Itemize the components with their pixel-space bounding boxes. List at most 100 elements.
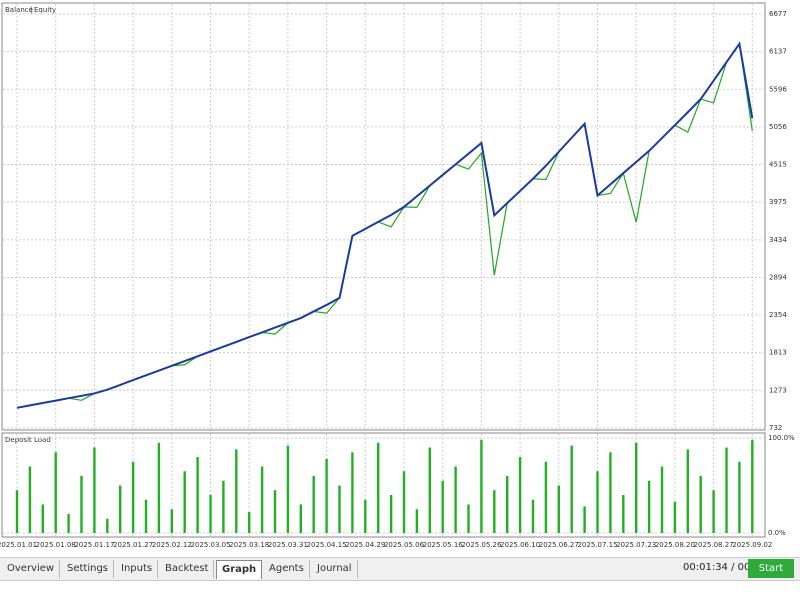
bar [583,506,586,533]
bar [389,495,393,533]
x-tick-label: 2025.08.27 [694,541,734,549]
bar [209,495,212,533]
x-tick-label: 2025.03.05 [190,541,230,549]
x-tick-label: 2025.04.15 [307,541,347,549]
x-tick-label: 2025.06.27 [539,541,579,549]
bar [738,461,741,533]
x-tick-label: 2025.08.20 [655,541,695,549]
tab[interactable]: Backtest [160,560,215,578]
bar [518,457,522,533]
x-tick-label: 2025.05.16 [423,541,464,549]
bar [338,485,341,533]
bar [635,442,638,533]
bar [196,457,199,533]
bar [286,445,290,533]
bar [183,471,186,533]
bar [725,447,728,533]
chart: Balance | Equity Deposit Load 2025.01.01… [0,0,800,557]
y-tick-label: 6677 [769,10,787,18]
bar [67,514,70,533]
y-tick-label: 0.0% [768,529,786,537]
tab[interactable]: Graph [216,560,263,579]
load-panel [1,432,766,538]
bar [609,452,612,533]
bar [170,509,173,533]
x-tick-label: 2025.01.08 [36,541,76,549]
x-tick-label: 2025.02.12 [152,541,192,549]
y-tick-label: 3975 [769,198,787,206]
bar [544,461,548,533]
x-tick-label: 2025.03.31 [268,541,308,549]
tab[interactable]: Inputs [116,560,159,578]
x-tick-label: 2025.04.29 [345,541,385,549]
bar [686,449,689,533]
bar [325,458,328,533]
bar [454,466,457,533]
bar [15,490,19,533]
legend-equity: Equity [34,6,56,14]
bar [557,485,560,533]
bar [106,518,109,533]
y-tick-label: 4515 [769,161,787,169]
bar [647,480,651,533]
x-tick-label: 2025.01.27 [113,541,153,549]
bar [248,512,251,533]
bar [531,499,535,533]
tab[interactable]: Agents [264,560,310,578]
tab-bar: Overview Settings Inputs Backtest Graph Agent… [0,557,800,580]
x-tick-label: 2025.07.23 [616,541,656,549]
status-strip [0,580,800,601]
bar [222,480,225,533]
bar [596,471,599,533]
y-tick-label: 2354 [769,311,787,319]
y-tick-label: 5056 [769,123,787,131]
y-tick-label: 5596 [769,85,787,93]
legend-balance: Balance [5,6,33,14]
bar [699,476,702,533]
start-button[interactable]: Start [748,559,794,578]
bar [54,452,57,533]
bar [93,447,96,533]
bar [673,501,677,533]
bar [506,476,509,533]
y-tick-label: 2894 [769,273,787,281]
bar [364,499,367,533]
bar [41,504,44,533]
load-title: Deposit Load [5,436,51,444]
y-tick-label: 3434 [769,236,787,244]
bar [493,490,496,533]
bar [28,466,32,533]
bar [144,499,148,533]
x-tick-label: 2025.01.17 [74,541,114,549]
bar [622,495,625,533]
legend-separator: | [30,6,32,14]
x-tick-label: 2025.01.01 [0,541,37,549]
y-tick-label: 1273 [769,386,787,394]
bar [377,442,380,533]
x-tick-label: 2025.07.15 [577,541,617,549]
tab[interactable]: Settings [62,560,115,578]
y-tick-label: 100.0% [768,434,795,442]
x-tick-label: 2025.05.06 [384,541,425,549]
bar [402,471,406,533]
main-panel [1,2,766,431]
bar [157,442,161,533]
bar [312,476,315,533]
x-tick-label: 2025.09.02 [732,541,772,549]
tab[interactable]: Overview [2,560,61,578]
bar [441,480,444,533]
x-tick-label: 2025.06.10 [500,541,540,549]
bar [131,461,135,533]
x-tick-label: 2025.03.18 [229,541,269,549]
bar [660,466,664,533]
tab[interactable]: Journal [312,560,358,578]
timer: 00:01:34 / 00:01:35 [683,562,783,573]
bar [299,504,302,533]
bar [751,439,754,533]
series-line [16,41,754,409]
bar [570,445,573,533]
y-tick-label: 732 [769,424,782,432]
bar [273,490,277,533]
bar [351,452,354,533]
